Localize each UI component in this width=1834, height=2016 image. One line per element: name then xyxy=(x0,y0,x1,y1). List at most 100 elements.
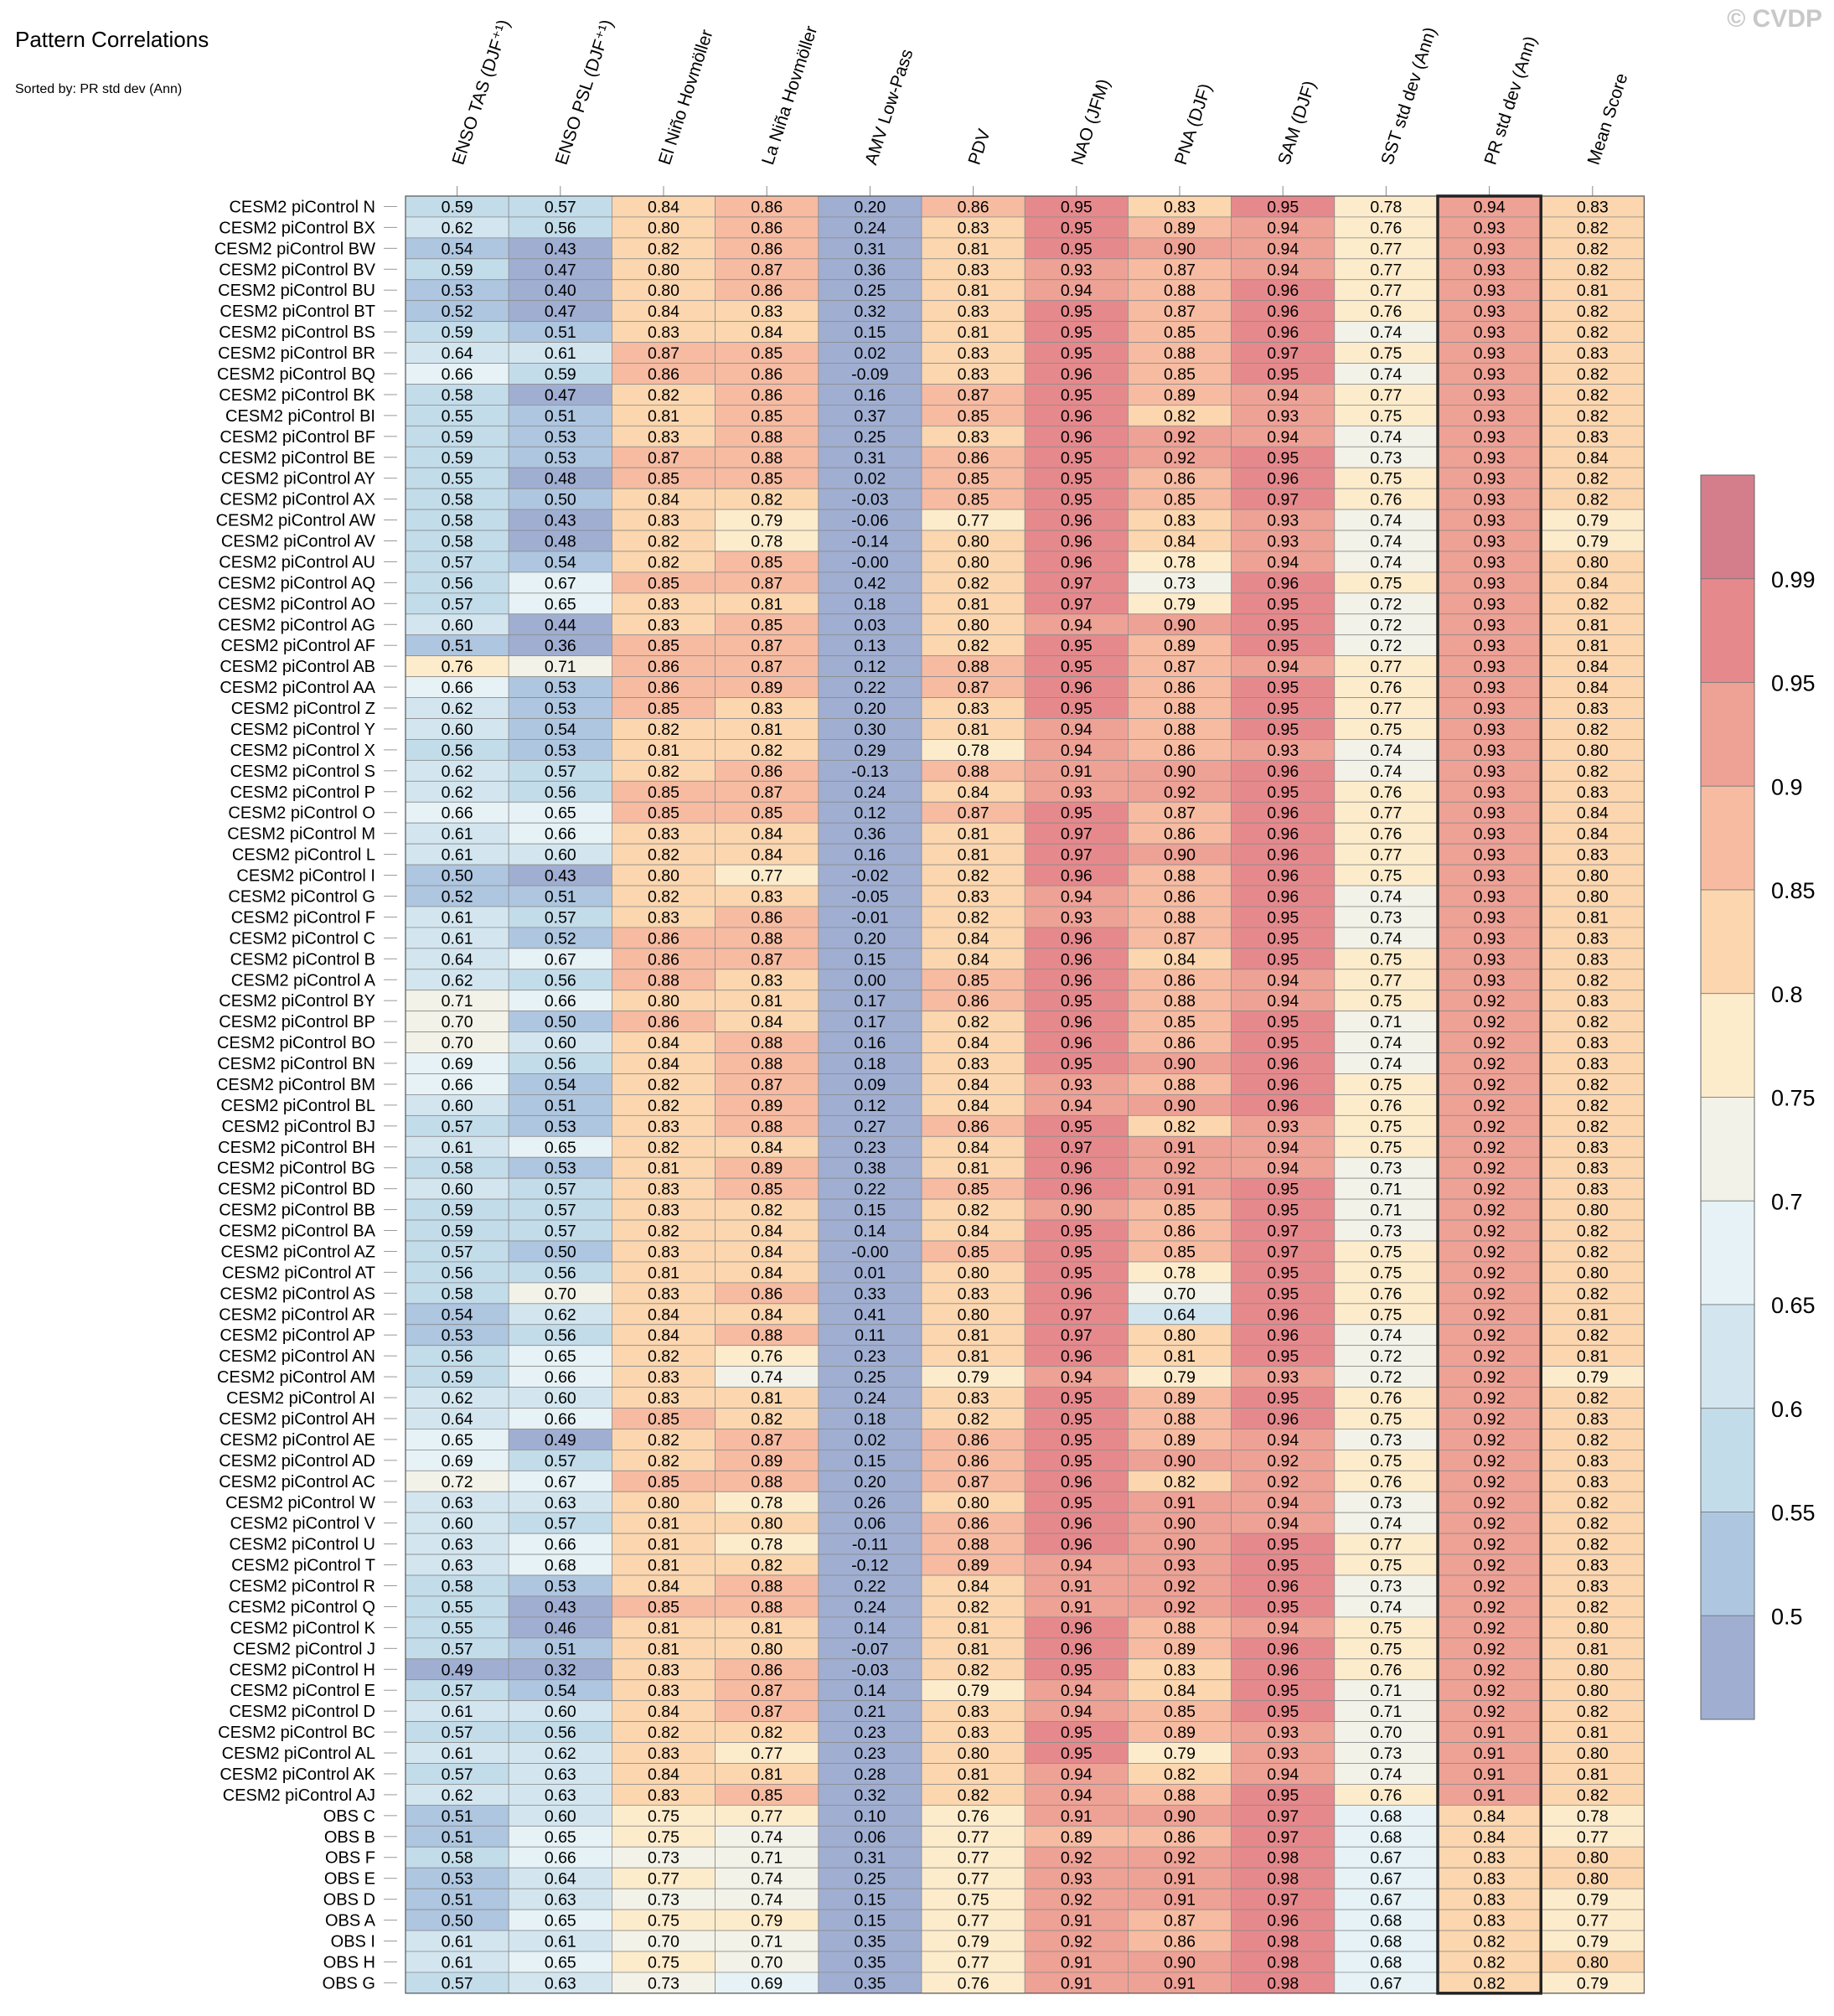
cell-value: 0.92 xyxy=(1474,1410,1506,1429)
heatmap-cell xyxy=(612,342,716,364)
cell-value: 0.20 xyxy=(854,1473,886,1491)
cell-value: 0.81 xyxy=(958,595,989,613)
cell-value: 0.80 xyxy=(1164,1326,1196,1345)
heatmap-cell xyxy=(1231,864,1335,887)
cell-value: 0.82 xyxy=(1474,1932,1506,1951)
cell-value: 0.84 xyxy=(648,198,679,216)
cell-value: 0.88 xyxy=(751,449,783,468)
heatmap-cell xyxy=(1540,467,1645,489)
row-label: CESM2 piControl BI xyxy=(225,407,375,426)
cell-value: 0.57 xyxy=(442,1640,473,1658)
cell-value: 0.92 xyxy=(1474,1118,1506,1136)
cell-value: 0.92 xyxy=(1474,1619,1506,1637)
cell-value: 0.56 xyxy=(545,1724,576,1742)
cell-value: 0.95 xyxy=(1061,637,1093,655)
heatmap-cell xyxy=(1334,592,1439,615)
cell-value: 0.78 xyxy=(1577,1807,1609,1826)
heatmap-cell xyxy=(1437,759,1542,782)
cell-value: 0.92 xyxy=(1474,1202,1506,1220)
cell-value: 0.88 xyxy=(751,1326,783,1345)
cell-value: 0.88 xyxy=(751,1055,783,1073)
cell-value: 0.84 xyxy=(751,1305,783,1324)
cell-value: 0.74 xyxy=(1370,1055,1402,1073)
row-label: OBS C xyxy=(323,1807,375,1826)
cell-value: 0.81 xyxy=(1577,1347,1609,1366)
cell-value: 0.51 xyxy=(545,1640,576,1658)
cell-value: 0.83 xyxy=(648,1745,679,1763)
cell-value: 0.80 xyxy=(648,282,679,300)
cell-value: 0.77 xyxy=(958,1849,989,1868)
cell-value: 0.66 xyxy=(545,992,576,1011)
cell-value: 0.94 xyxy=(1061,1368,1093,1387)
cell-value: 0.91 xyxy=(1164,1139,1196,1157)
cell-value: 0.67 xyxy=(1370,1849,1402,1868)
cell-value: 0.82 xyxy=(1577,219,1609,237)
cell-value: 0.95 xyxy=(1267,1285,1299,1303)
heatmap-cell xyxy=(921,697,1025,719)
cell-value: 0.57 xyxy=(545,762,576,781)
cell-value: 0.71 xyxy=(1370,1181,1402,1199)
cell-value: 0.83 xyxy=(648,1181,679,1199)
heatmap-cell xyxy=(921,237,1025,260)
cell-value: 0.75 xyxy=(1370,1076,1402,1094)
heatmap-cell xyxy=(612,759,716,782)
heatmap-cell xyxy=(405,571,509,594)
cell-value: 0.86 xyxy=(648,365,679,384)
cell-value: 0.82 xyxy=(648,1097,679,1115)
cell-value: 0.92 xyxy=(1474,1703,1506,1721)
cell-value: 0.87 xyxy=(648,344,679,363)
row-label: CESM2 piControl BP xyxy=(219,1013,375,1031)
heatmap-cell xyxy=(508,822,612,845)
cell-value: 0.62 xyxy=(442,971,473,990)
row-label: CESM2 piControl BM xyxy=(216,1076,375,1094)
cell-value: 0.57 xyxy=(442,1724,473,1742)
cell-value: 0.09 xyxy=(854,1076,886,1094)
cell-value: 0.95 xyxy=(1267,1013,1299,1031)
cell-value: 0.47 xyxy=(545,261,576,279)
cell-value: 0.82 xyxy=(648,1139,679,1157)
cell-value: 0.77 xyxy=(958,1828,989,1847)
cell-value: 0.83 xyxy=(958,1055,989,1073)
cell-value: 0.86 xyxy=(1164,1828,1196,1847)
heatmap-cell xyxy=(1128,864,1232,887)
heatmap-cell xyxy=(921,425,1025,447)
heatmap-cell xyxy=(1540,425,1645,447)
cell-value: 0.83 xyxy=(751,971,783,990)
cell-value: 0.23 xyxy=(854,1347,886,1366)
cell-value: 0.82 xyxy=(751,1202,783,1220)
cell-value: 0.68 xyxy=(1370,1932,1402,1951)
cell-value: 0.83 xyxy=(958,1703,989,1721)
cell-value: 0.82 xyxy=(958,1410,989,1429)
cell-value: 0.80 xyxy=(648,992,679,1011)
cell-value: 0.79 xyxy=(1577,512,1609,530)
cell-value: 0.80 xyxy=(648,219,679,237)
heatmap-cell xyxy=(818,237,922,260)
cell-value: 0.92 xyxy=(1474,1223,1506,1241)
cell-value: 0.86 xyxy=(751,219,783,237)
heatmap-cell xyxy=(1128,509,1232,531)
cell-value: 0.75 xyxy=(1370,1452,1402,1471)
cell-value: 0.93 xyxy=(1474,219,1506,237)
colorbar-segment xyxy=(1700,1097,1755,1202)
row-label: CESM2 piControl BF xyxy=(220,428,375,447)
cell-value: 0.62 xyxy=(545,1305,576,1324)
cell-value: 0.64 xyxy=(442,1410,473,1429)
cell-value: 0.94 xyxy=(1267,219,1299,237)
cell-value: 0.83 xyxy=(1577,783,1609,802)
cell-value: 0.77 xyxy=(751,1745,783,1763)
cell-value: 0.60 xyxy=(545,1703,576,1721)
cell-value: 0.77 xyxy=(648,1870,679,1889)
row-label: CESM2 piControl AT xyxy=(222,1264,375,1282)
row-label: CESM2 piControl AS xyxy=(220,1285,375,1303)
row-label: CESM2 piControl AZ xyxy=(220,1243,375,1261)
cell-value: 0.63 xyxy=(545,1494,576,1512)
heatmap-cell xyxy=(1231,613,1335,636)
cell-value: 0.95 xyxy=(1061,1118,1093,1136)
row-labels: CESM2 piControl N CESM2 piControl BX CESM2… xyxy=(214,198,397,1993)
cell-value: 0.85 xyxy=(751,616,783,634)
heatmap-cell xyxy=(1540,404,1645,426)
cell-value: 0.96 xyxy=(1267,1410,1299,1429)
cell-value: 0.86 xyxy=(1164,470,1196,488)
heatmap-cell xyxy=(715,404,819,426)
cell-value: 0.88 xyxy=(751,1118,783,1136)
